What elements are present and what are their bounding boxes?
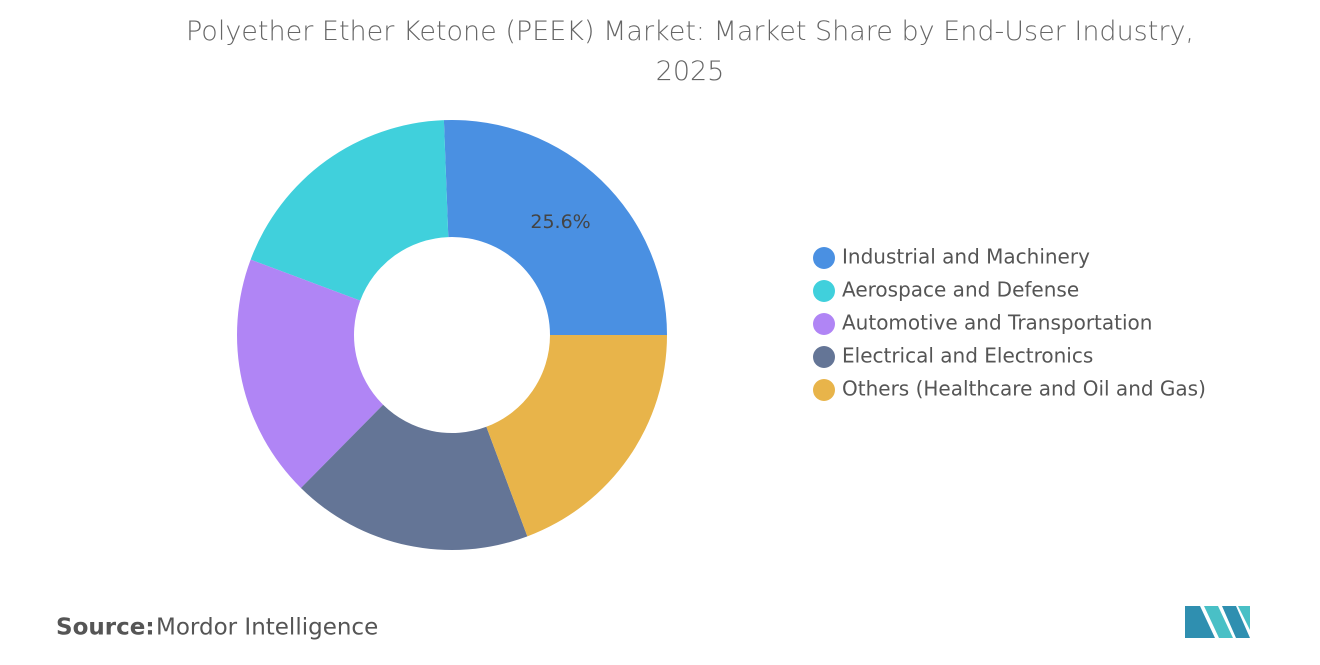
legend-label: Electrical and Electronics [842, 344, 1093, 368]
slice [236, 259, 384, 488]
data-label: 25.6% [530, 211, 590, 233]
logo [1185, 606, 1250, 638]
legend-marker [813, 247, 835, 269]
legend-marker [813, 280, 835, 302]
legend-label: Automotive and Transportation [842, 311, 1152, 335]
chart-title: Polyether Ether Ketone (PEEK) Market: Ma… [185, 16, 1195, 87]
slice [443, 120, 667, 336]
legend-marker [813, 313, 835, 335]
legend-marker [813, 346, 835, 368]
legend-label: Aerospace and Defense [842, 278, 1079, 302]
legend-marker [813, 379, 835, 401]
source: Mordor Intelligence [156, 615, 378, 641]
slice [250, 120, 449, 301]
legend-label: Others (Healthcare and Oil and Gas) [842, 377, 1206, 401]
slice [486, 335, 667, 537]
legend-label: Industrial and Machinery [842, 245, 1090, 269]
slice [300, 404, 528, 550]
source-label: Source: [56, 615, 155, 641]
